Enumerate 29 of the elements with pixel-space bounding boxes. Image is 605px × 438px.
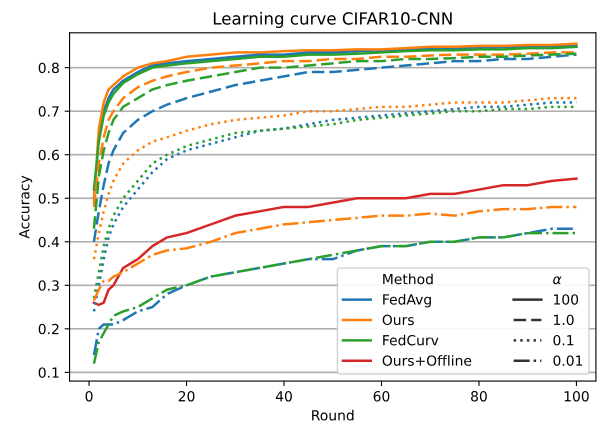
legend-title: Method	[383, 274, 433, 284]
legend-label: FedAvg	[383, 294, 431, 308]
y-tick-label: 0.2	[38, 324, 58, 334]
legend-label: Ours	[382, 314, 414, 326]
y-tick-label: 0.8	[38, 62, 59, 74]
y-tick-label: 0.4	[38, 236, 60, 248]
x-axis-title: Round	[312, 410, 354, 421]
annotation: α	[553, 276, 562, 284]
x-tick-label: 100	[564, 391, 589, 402]
x-tick-label: 20	[178, 391, 194, 402]
y-tick-label: 0.1	[38, 367, 59, 378]
annotation: 1.0	[554, 314, 574, 326]
annotation: 0.01	[553, 355, 582, 366]
line-series	[92, 177, 578, 306]
y-tick-label: 0.3	[38, 280, 59, 291]
x-tick-label: 80	[471, 391, 487, 402]
line-series	[92, 96, 578, 260]
y-tick-label: 0.5	[38, 193, 59, 204]
annotation: 100	[554, 294, 578, 305]
annotation: 0.1	[553, 334, 574, 346]
x-tick-label: 40	[276, 391, 292, 402]
x-tick-label: 0	[86, 391, 93, 402]
legend-label: Ours+Offline	[382, 355, 472, 366]
y-tick-label: 0.6	[38, 150, 59, 160]
x-tick-label: 60	[374, 391, 390, 402]
legend-label: FedCurv	[383, 334, 438, 346]
y-axis-title: Accuracy	[19, 176, 32, 239]
y-tick-label: 0.7	[38, 106, 59, 117]
chart-title: Learning curve CIFAR10-CNN	[214, 12, 452, 28]
